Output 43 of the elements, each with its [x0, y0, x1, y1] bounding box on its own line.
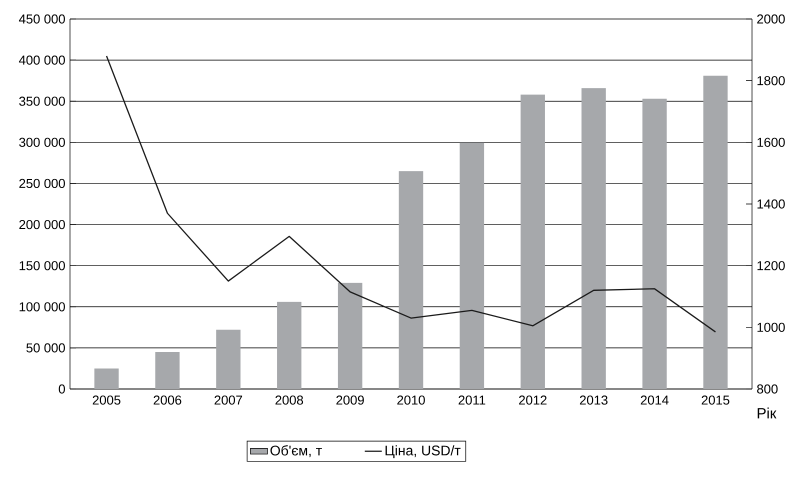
x-tick-label: 2009 — [336, 396, 364, 405]
y-tick-label: 400 000 — [18, 56, 65, 65]
bar — [216, 330, 241, 389]
y2-tick-label: 1200 — [758, 261, 785, 270]
y-tick-label: 100 000 — [20, 302, 65, 312]
y-tick-label: 150 000 — [20, 261, 65, 270]
y-tick-label: 0 — [58, 384, 65, 394]
bar — [338, 282, 362, 389]
x-tick-label: 2015 — [702, 396, 730, 405]
x-tick-label: 2010 — [397, 396, 425, 405]
y-tick-label: 300 000 — [19, 138, 65, 147]
y-tick-label: 200 000 — [19, 220, 65, 230]
bar — [398, 171, 424, 389]
bar — [155, 352, 180, 389]
bar — [582, 88, 606, 389]
y-tick-label: 50 000 — [26, 343, 65, 352]
bar — [703, 76, 728, 389]
line-series — [106, 55, 716, 333]
bar — [460, 142, 484, 389]
x-tick-label: 2013 — [580, 396, 608, 405]
y-tick-label: 450 000 — [18, 14, 65, 24]
x-tick-label: 2014 — [640, 396, 669, 405]
y2-tick-label: 1400 — [758, 199, 785, 209]
bar — [94, 368, 119, 389]
bar — [642, 98, 667, 389]
y-tick-label: 350 000 — [19, 96, 65, 106]
x-tick-label: 2006 — [154, 396, 182, 405]
legend-label: Ціна, USD/т — [386, 445, 461, 458]
x-tick-label: 2011 — [458, 396, 486, 405]
x-tick-label: 2008 — [275, 396, 304, 405]
x-tick-label: 2005 — [92, 396, 120, 405]
y-tick-label: 250 000 — [19, 178, 65, 188]
x-tick-label: 2007 — [214, 396, 242, 405]
y2-tick-label: 1600 — [758, 138, 785, 147]
x-tick-label: 2012 — [519, 396, 547, 405]
legend-label: Об'єм, т — [270, 445, 322, 458]
y2-tick-label: 800 — [757, 384, 778, 394]
bar — [277, 302, 302, 389]
bar — [520, 94, 545, 389]
y2-tick-label: 1000 — [758, 322, 785, 332]
x-axis-title: Рік — [758, 408, 776, 418]
y2-tick-label: 1800 — [758, 76, 785, 86]
y2-tick-label: 2000 — [757, 14, 785, 24]
